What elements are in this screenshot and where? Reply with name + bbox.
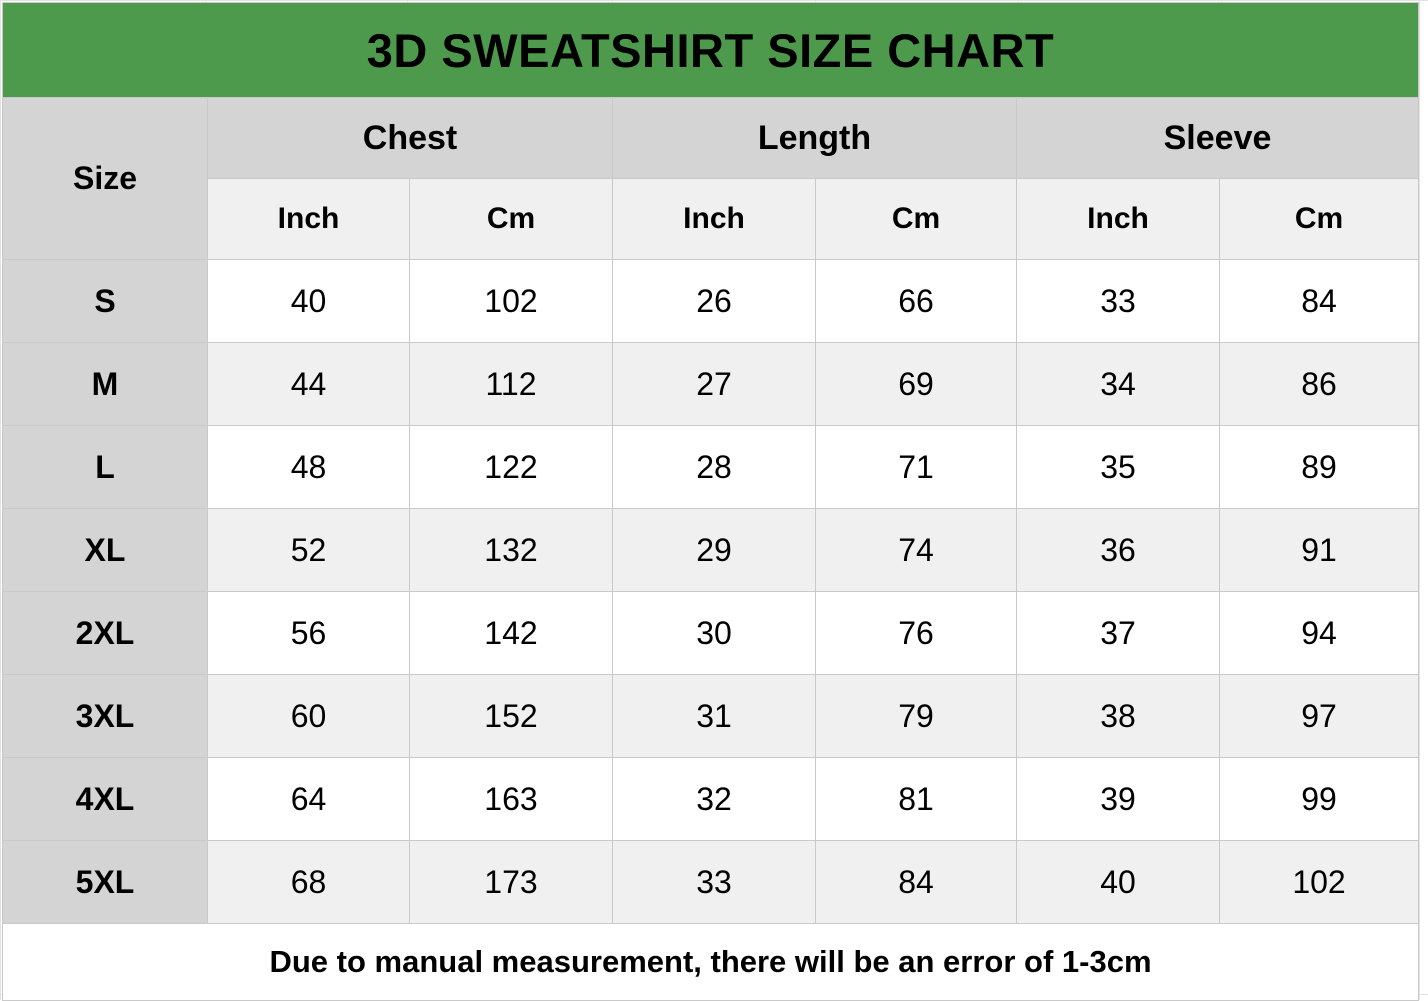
table-row: M 44 112 27 69 34 86: [2, 342, 1420, 426]
cell-chest-cm: 102: [409, 259, 613, 343]
cell-sleeve-cm: 94: [1218, 591, 1420, 675]
table-row: 2XL 56 142 30 76 37 94: [2, 591, 1420, 675]
header-unit-sleeve-inch: Inch: [1016, 178, 1220, 260]
cell-sleeve-in: 38: [1016, 674, 1220, 758]
cell-size: 2XL: [2, 591, 208, 675]
sheet-gridline-horizontal: [0, 0, 1428, 1]
cell-length-in: 32: [612, 757, 816, 841]
cell-chest-cm: 152: [409, 674, 613, 758]
header-unit-length-cm: Cm: [815, 178, 1017, 260]
cell-sleeve-cm: 86: [1218, 342, 1420, 426]
cell-sleeve-in: 36: [1016, 508, 1220, 592]
cell-length-cm: 79: [815, 674, 1017, 758]
cell-chest-in: 52: [207, 508, 410, 592]
cell-chest-cm: 173: [409, 840, 613, 924]
table-row: 4XL 64 163 32 81 39 99: [2, 757, 1420, 841]
cell-length-cm: 84: [815, 840, 1017, 924]
cell-chest-in: 48: [207, 425, 410, 509]
cell-sleeve-cm: 97: [1218, 674, 1420, 758]
cell-chest-cm: 142: [409, 591, 613, 675]
header-unit-sleeve-cm: Cm: [1218, 178, 1420, 260]
cell-size: 4XL: [2, 757, 208, 841]
cell-length-in: 33: [612, 840, 816, 924]
note-row: Due to manual measurement, there will be…: [1, 923, 1420, 1001]
cell-length-cm: 74: [815, 508, 1017, 592]
header-unit-chest-inch: Inch: [207, 178, 410, 260]
title-row: 3D SWEATSHIRT SIZE CHART: [1, 2, 1420, 98]
cell-length-in: 26: [612, 259, 816, 343]
measurement-note: Due to manual measurement, there will be…: [1, 923, 1420, 1001]
cell-size: XL: [2, 508, 208, 592]
cell-chest-in: 68: [207, 840, 410, 924]
group-header-row: Size Chest Length Sleeve: [2, 97, 1420, 260]
cell-sleeve-cm: 91: [1218, 508, 1420, 592]
cell-chest-cm: 132: [409, 508, 613, 592]
cell-length-in: 30: [612, 591, 816, 675]
cell-length-in: 31: [612, 674, 816, 758]
cell-length-cm: 71: [815, 425, 1017, 509]
cell-sleeve-cm: 102: [1218, 840, 1420, 924]
cell-length-in: 28: [612, 425, 816, 509]
cell-size: 5XL: [2, 840, 208, 924]
cell-size: L: [2, 425, 208, 509]
header-group-sleeve: Sleeve: [1015, 97, 1420, 179]
table-row: 5XL 68 173 33 84 40 102: [2, 840, 1420, 924]
unit-header-row: Inch Cm Inch Cm Inch Cm: [3, 178, 1420, 260]
table-row: 3XL 60 152 31 79 38 97: [2, 674, 1420, 758]
cell-sleeve-in: 33: [1016, 259, 1220, 343]
cell-length-cm: 69: [815, 342, 1017, 426]
chart-title: 3D SWEATSHIRT SIZE CHART: [1, 2, 1420, 98]
cell-chest-cm: 122: [409, 425, 613, 509]
cell-sleeve-cm: 89: [1218, 425, 1420, 509]
cell-sleeve-in: 35: [1016, 425, 1220, 509]
cell-chest-in: 40: [207, 259, 410, 343]
sheet-gridline-vertical: [0, 0, 1, 1000]
cell-chest-cm: 163: [409, 757, 613, 841]
cell-sleeve-cm: 99: [1218, 757, 1420, 841]
cell-sleeve-in: 39: [1016, 757, 1220, 841]
header-group-length: Length: [612, 97, 1017, 179]
cell-chest-cm: 112: [409, 342, 613, 426]
sheet-gridline-vertical: [1419, 0, 1420, 1000]
header-unit-chest-cm: Cm: [409, 178, 613, 260]
cell-length-cm: 81: [815, 757, 1017, 841]
cell-length-in: 27: [612, 342, 816, 426]
cell-chest-in: 64: [207, 757, 410, 841]
header-size: Size: [2, 97, 208, 260]
cell-chest-in: 60: [207, 674, 410, 758]
cell-length-in: 29: [612, 508, 816, 592]
table-row: L 48 122 28 71 35 89: [2, 425, 1420, 509]
cell-sleeve-in: 40: [1016, 840, 1220, 924]
cell-sleeve-in: 34: [1016, 342, 1220, 426]
cell-sleeve-in: 37: [1016, 591, 1220, 675]
header-group-chest: Chest: [207, 97, 613, 179]
table-row: XL 52 132 29 74 36 91: [2, 508, 1420, 592]
header-unit-length-inch: Inch: [612, 178, 816, 260]
cell-size: 3XL: [2, 674, 208, 758]
cell-chest-in: 44: [207, 342, 410, 426]
table-row: S 40 102 26 66 33 84: [2, 259, 1420, 343]
cell-chest-in: 56: [207, 591, 410, 675]
cell-size: S: [2, 259, 208, 343]
cell-size: M: [2, 342, 208, 426]
cell-sleeve-cm: 84: [1218, 259, 1420, 343]
cell-length-cm: 76: [815, 591, 1017, 675]
cell-length-cm: 66: [815, 259, 1017, 343]
